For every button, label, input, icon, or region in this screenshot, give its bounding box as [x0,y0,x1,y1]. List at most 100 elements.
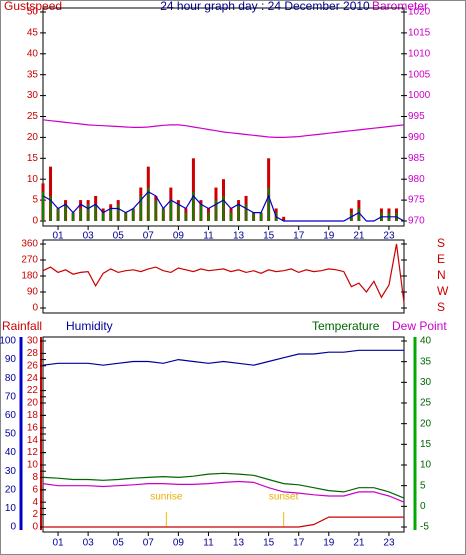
y3-tick-label: 100 [0,336,16,347]
y-tick-label: 26 [27,360,39,371]
y-tick-label: 30 [27,90,39,101]
series-line [42,190,405,222]
bar [102,212,105,221]
y2-tick-label: 980 [408,174,425,185]
y2-tick-label: 985 [408,153,425,164]
y-tick-label: 50 [27,7,39,18]
y3-tick-label: 50 [5,429,17,440]
y-tick-label: 22 [27,385,39,396]
bar [207,212,210,221]
y-tick-label: 20 [27,398,39,409]
y2-tick-label: 5 [420,480,426,491]
y-tick-label: 0 [32,303,38,314]
bar [230,212,233,221]
y3-tick-label: 10 [5,503,17,514]
y2-tick-label: S [437,300,445,314]
x-tick-label: 11 [203,231,214,242]
bar [154,200,157,221]
barometer-label: Barometer [372,0,428,13]
bar [49,166,53,221]
x-tick-label: 19 [323,231,335,242]
y-tick-label: 4 [32,497,38,508]
x-tick-label: 09 [173,231,185,242]
bar [214,200,217,221]
y-tick-label: 40 [27,48,39,59]
bar [79,208,82,221]
y3-tick-label: 70 [5,391,17,402]
bar [252,212,255,221]
x-tick-label: 03 [83,538,95,549]
y-tick-label: 16 [27,422,39,433]
y2-tick-label: 975 [408,195,425,206]
y-tick-label: 14 [27,435,39,446]
y2-tick-label: 970 [408,216,425,227]
bar [42,191,44,221]
temperature-label: Temperature [312,319,380,333]
x-tick-label: 01 [52,231,64,242]
x-tick-label: 05 [113,231,125,242]
y-tick-label: 25 [27,111,39,122]
y-tick-label: 30 [27,336,39,347]
y-tick-label: 6 [32,484,38,495]
x-tick-label: 23 [383,538,395,549]
bar [147,187,150,221]
y3-tick-label: 60 [5,410,17,421]
y2-tick-label: 1000 [408,90,431,101]
annotation: sunset [269,492,299,503]
bar [192,191,195,221]
bar [222,195,225,221]
x-tick-label: 15 [263,231,275,242]
y2-tick-label: 15 [420,439,432,450]
y-tick-label: 35 [27,69,39,80]
bar [132,208,135,221]
y-tick-label: 8 [32,472,38,483]
x-tick-label: 17 [293,231,305,242]
y2-tick-label: 30 [420,377,432,388]
gust-label: Gustspeed [4,0,62,13]
bar [49,195,52,221]
y-tick-label: 24 [27,373,39,384]
y-tick-label: 18 [27,410,39,421]
y2-tick-label: 35 [420,356,432,367]
y3-tick-label: 40 [5,447,17,458]
bar [57,208,60,221]
bar [245,204,248,221]
x-tick-label: 09 [173,538,185,549]
y-tick-label: 20 [27,132,39,143]
y2-tick-label: E [437,252,445,266]
y2-tick-label: N [437,268,446,282]
rainfall-label: Rainfall [2,319,42,333]
y2-tick-label: 1020 [408,7,431,18]
series-line [42,119,405,138]
y-tick-label: 360 [21,239,38,250]
y2-tick-label: 0 [420,501,426,512]
x-tick-label: 11 [203,538,214,549]
bar [139,195,142,221]
bar [184,212,187,221]
x-tick-label: 01 [52,538,64,549]
y2-tick-label: -5 [420,522,429,533]
dewpoint-label: Dew Point [392,319,447,333]
bar [282,216,286,221]
y2-tick-label: 40 [420,336,432,347]
x-tick-label: 13 [233,231,245,242]
bar [87,204,90,221]
x-tick-label: 21 [353,231,365,242]
x-tick-label: 03 [83,231,95,242]
series-line [42,480,405,503]
y-tick-label: 0 [32,216,38,227]
y2-tick-label: W [437,284,449,298]
humidity-label: Humidity [66,319,113,333]
y-tick-label: 12 [27,447,39,458]
y3-tick-label: 20 [5,484,17,495]
bar [357,208,360,221]
y3-tick-label: 90 [5,354,17,365]
series-line [43,516,404,528]
y2-tick-label: 20 [420,418,432,429]
y-tick-label: 180 [21,271,38,282]
bar [124,212,127,221]
y2-tick-label: 10 [420,460,432,471]
bar [169,200,172,221]
y-tick-label: 0 [32,522,38,533]
